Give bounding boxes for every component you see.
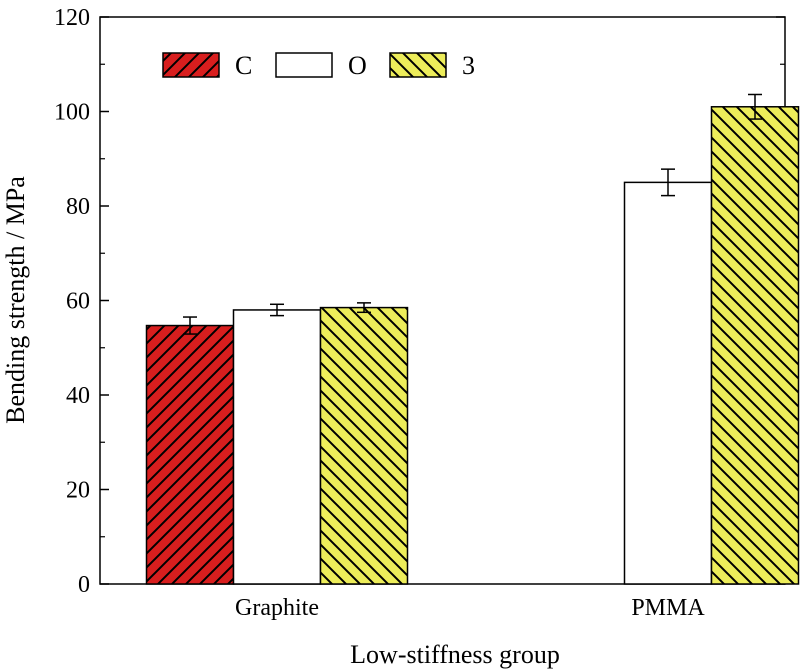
- legend: C O 3: [162, 51, 475, 80]
- legend-swatch-fill-o: [276, 53, 332, 77]
- error-bar-graphite-o: [270, 303, 284, 317]
- y-tick-label-40: 40: [66, 383, 90, 409]
- x-tick-label-pmma: PMMA: [631, 595, 705, 621]
- bar-fill-graphite-o: [233, 309, 321, 584]
- y-tick-label-120: 120: [54, 5, 90, 31]
- y-tick-label-60: 60: [66, 289, 90, 315]
- x-axis-label: Low-stiffness group: [350, 640, 560, 669]
- error-bar-graphite-3: [357, 302, 371, 314]
- y-tick-label-0: 0: [78, 572, 90, 598]
- y-tick-label-100: 100: [54, 100, 90, 126]
- legend-label-o: O: [348, 51, 367, 80]
- x-tick-label-graphite: Graphite: [235, 595, 319, 621]
- bars: [145, 93, 800, 585]
- bar-hatch-graphite-c: [146, 325, 234, 584]
- error-bar-graphite-c: [183, 316, 197, 335]
- bar-hatch-graphite-3: [320, 307, 408, 584]
- legend-swatch-o: [275, 52, 333, 78]
- legend-swatch-3: [389, 52, 447, 78]
- error-bar-pmma-o: [661, 168, 675, 197]
- legend-swatch-c: [162, 52, 220, 78]
- error-bar-pmma-3: [748, 93, 762, 120]
- bar-fill-pmma-o: [624, 182, 712, 584]
- bar-hatch-pmma-3: [711, 106, 799, 585]
- y-tick-label-80: 80: [66, 194, 90, 220]
- y-axis-label: Bending strength / MPa: [1, 176, 30, 424]
- x-axis-ticks: Graphite PMMA: [235, 575, 705, 621]
- legend-label-c: C: [235, 51, 252, 80]
- legend-swatch-hatch-3: [390, 53, 446, 77]
- legend-swatch-hatch-c: [163, 53, 219, 77]
- legend-label-3: 3: [462, 51, 475, 80]
- y-tick-label-20: 20: [66, 478, 90, 504]
